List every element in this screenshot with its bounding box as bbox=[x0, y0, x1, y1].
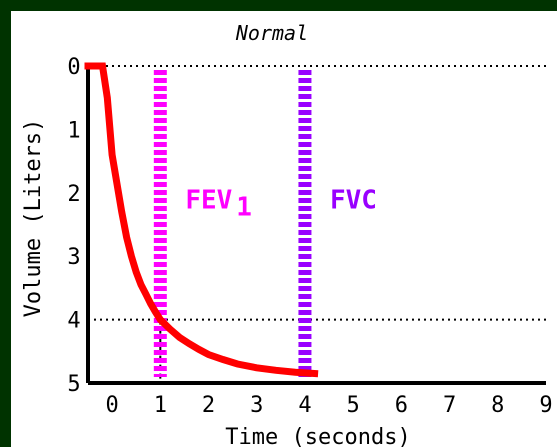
marker-label-fev: FEV 1 bbox=[185, 186, 252, 223]
x-tick-label: 7 bbox=[443, 393, 456, 418]
y-tick-labels: 0 1 2 3 4 5 bbox=[67, 55, 80, 397]
x-tick-labels: 0 1 2 3 4 5 6 7 8 9 bbox=[105, 393, 552, 418]
x-axis-label: Time (seconds) bbox=[225, 425, 410, 447]
y-tick-label: 4 bbox=[67, 309, 80, 334]
x-tick-label: 4 bbox=[298, 393, 311, 418]
marker-label-text: FEV bbox=[185, 186, 232, 216]
x-tick-label: 9 bbox=[539, 393, 552, 418]
x-tick-label: 8 bbox=[491, 393, 504, 418]
x-tick-label: 6 bbox=[395, 393, 408, 418]
marker-lines: FEV 1 FVC bbox=[153, 70, 377, 377]
x-tick-label: 3 bbox=[250, 393, 263, 418]
x-tick-label: 2 bbox=[202, 393, 215, 418]
axes bbox=[86, 66, 546, 385]
x-tick-label: 1 bbox=[154, 393, 167, 418]
y-tick-label: 2 bbox=[67, 182, 80, 207]
series-group bbox=[84, 62, 319, 378]
marker-label-subscript: 1 bbox=[236, 193, 252, 223]
marker-label-fvc: FVC bbox=[330, 186, 377, 216]
y-tick-label: 5 bbox=[67, 372, 80, 397]
y-tick-label: 0 bbox=[67, 55, 80, 80]
marker-label-text: FVC bbox=[330, 186, 377, 216]
chart-title: Normal bbox=[235, 21, 308, 45]
y-tick-label: 3 bbox=[67, 245, 80, 270]
series-line-0 bbox=[84, 62, 319, 378]
x-tick-label: 5 bbox=[347, 393, 360, 418]
x-tick-label: 0 bbox=[105, 393, 118, 418]
y-axis-label: Volume (Liters) bbox=[21, 119, 46, 318]
y-tick-label: 1 bbox=[67, 118, 80, 143]
